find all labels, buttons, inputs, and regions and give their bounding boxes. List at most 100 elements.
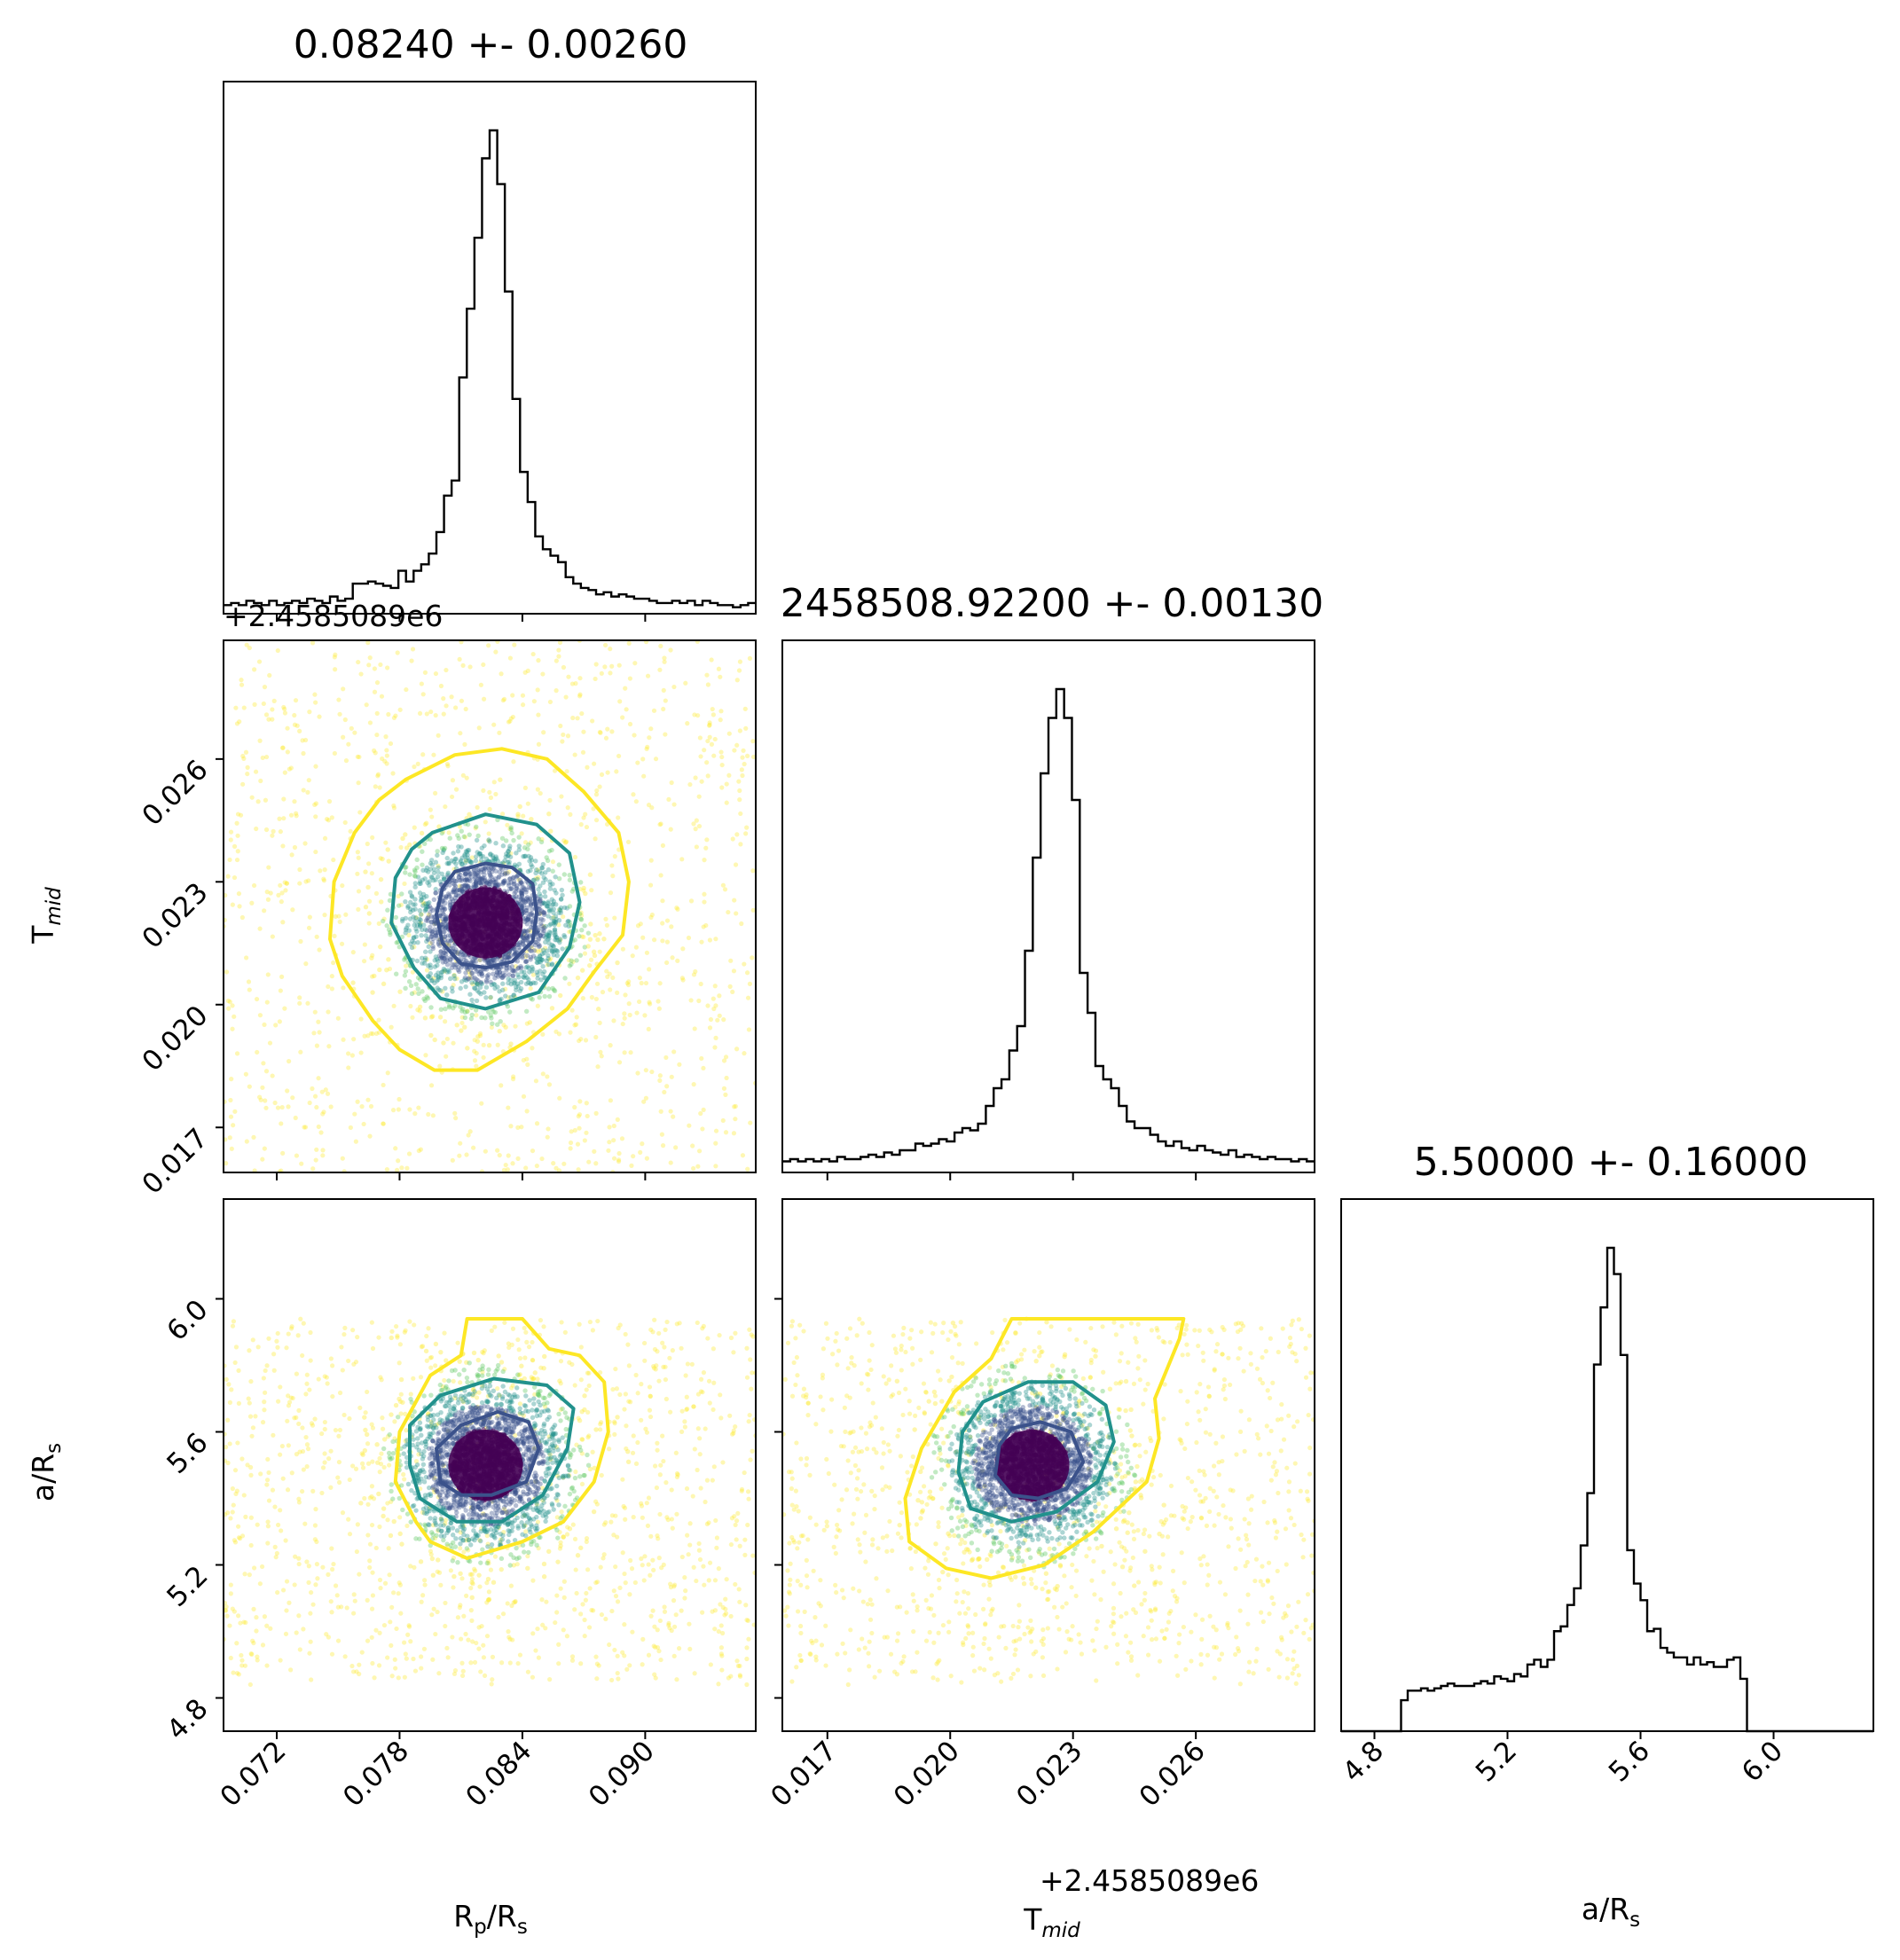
scatter-point (719, 1667, 725, 1673)
scatter-point (428, 1419, 434, 1425)
scatter-point (414, 958, 420, 964)
scatter-point (501, 1530, 506, 1535)
scatter-point (622, 1011, 627, 1016)
scatter-point (740, 755, 745, 760)
scatter-point (548, 930, 554, 936)
scatter-point (254, 1628, 259, 1634)
scatter-point (592, 953, 598, 959)
scatter-point (750, 907, 756, 913)
scatter-point (369, 1422, 374, 1427)
scatter-point (412, 869, 418, 874)
scatter-point (499, 671, 504, 677)
scatter-point (519, 831, 524, 836)
scatter-point (577, 1125, 582, 1131)
scatter-point (538, 921, 544, 927)
scatter-point (333, 667, 338, 672)
scatter-point (227, 857, 232, 863)
scatter-point (552, 933, 558, 938)
scatter-point (262, 1146, 267, 1151)
scatter-point (403, 832, 408, 837)
scatter-point (408, 1003, 413, 1009)
scatter-point (529, 862, 534, 867)
scatter-point (486, 882, 491, 887)
scatter-point (270, 1487, 276, 1493)
scatter-point (462, 835, 467, 840)
scatter-point (509, 830, 514, 836)
scatter-point (489, 1406, 494, 1412)
scatter-point (687, 1621, 692, 1627)
scatter-point (265, 897, 271, 902)
scatter-point (228, 1582, 233, 1588)
scatter-point (251, 882, 257, 889)
scatter-point (381, 1082, 386, 1088)
scatter-point (644, 746, 649, 752)
scatter-point (699, 939, 704, 945)
scatter-point (483, 1149, 488, 1154)
scatter-point (530, 1046, 535, 1051)
scatter-point (512, 977, 518, 983)
scatter-point (239, 914, 245, 921)
scatter-point (502, 1415, 507, 1421)
scatter-point (516, 1372, 522, 1378)
scatter-point (569, 1129, 574, 1134)
scatter-point (466, 883, 471, 890)
scatter-point (548, 906, 554, 913)
scatter-point (522, 845, 528, 851)
scatter-point (545, 1400, 550, 1406)
scatter-point (441, 905, 446, 910)
scatter-point (652, 1463, 658, 1469)
scatter-point (396, 1158, 401, 1164)
scatter-point (538, 839, 545, 845)
scatter-point (321, 1109, 326, 1115)
scatter-point (406, 1151, 412, 1156)
scatter-point (524, 1109, 530, 1114)
scatter-point (438, 949, 444, 954)
scatter-point (312, 1094, 318, 1099)
scatter-point (705, 773, 711, 779)
scatter-point (487, 879, 493, 885)
scatter-point (263, 827, 270, 833)
scatter-point (594, 1661, 600, 1666)
scatter-point (459, 888, 465, 893)
scatter-point (227, 1135, 232, 1141)
scatter-point (540, 1071, 546, 1077)
scatter-point (651, 1363, 656, 1369)
scatter-point (231, 1319, 237, 1324)
scatter-point (297, 728, 302, 733)
scatter-point (587, 1586, 593, 1591)
scatter-point (435, 1412, 441, 1417)
scatter-point (248, 1515, 254, 1520)
scatter-point (519, 901, 524, 906)
scatter-point (559, 887, 565, 893)
scatter-point (567, 929, 572, 935)
scatter-point (595, 937, 601, 943)
scatter-point (254, 826, 259, 832)
scatter-point (505, 853, 511, 858)
scatter-point (439, 1528, 444, 1533)
scatter-point (530, 1674, 536, 1680)
scatter-point (428, 928, 433, 934)
scatter-point (365, 841, 370, 847)
scatter-point (504, 966, 509, 971)
scatter-point (511, 952, 517, 958)
scatter-point (542, 894, 548, 899)
scatter-point (683, 1588, 688, 1594)
scatter-point (462, 1009, 468, 1015)
scatter-point (560, 1473, 566, 1479)
scatter-point (722, 1612, 727, 1618)
scatter-point (462, 1015, 468, 1021)
scatter-point (535, 687, 540, 693)
scatter-point (457, 883, 462, 889)
scatter-point (407, 1319, 412, 1324)
scatter-point (417, 1004, 423, 1009)
scatter-point (524, 907, 530, 913)
scatter-point (376, 1663, 382, 1668)
scatter-point (709, 657, 714, 662)
scatter-point (436, 987, 442, 992)
scatter-point (463, 858, 468, 864)
scatter-point (713, 1141, 718, 1146)
scatter-point (616, 1159, 622, 1164)
scatter-point (228, 1655, 233, 1661)
scatter-point (658, 1462, 663, 1468)
scatter-point (627, 1592, 632, 1597)
